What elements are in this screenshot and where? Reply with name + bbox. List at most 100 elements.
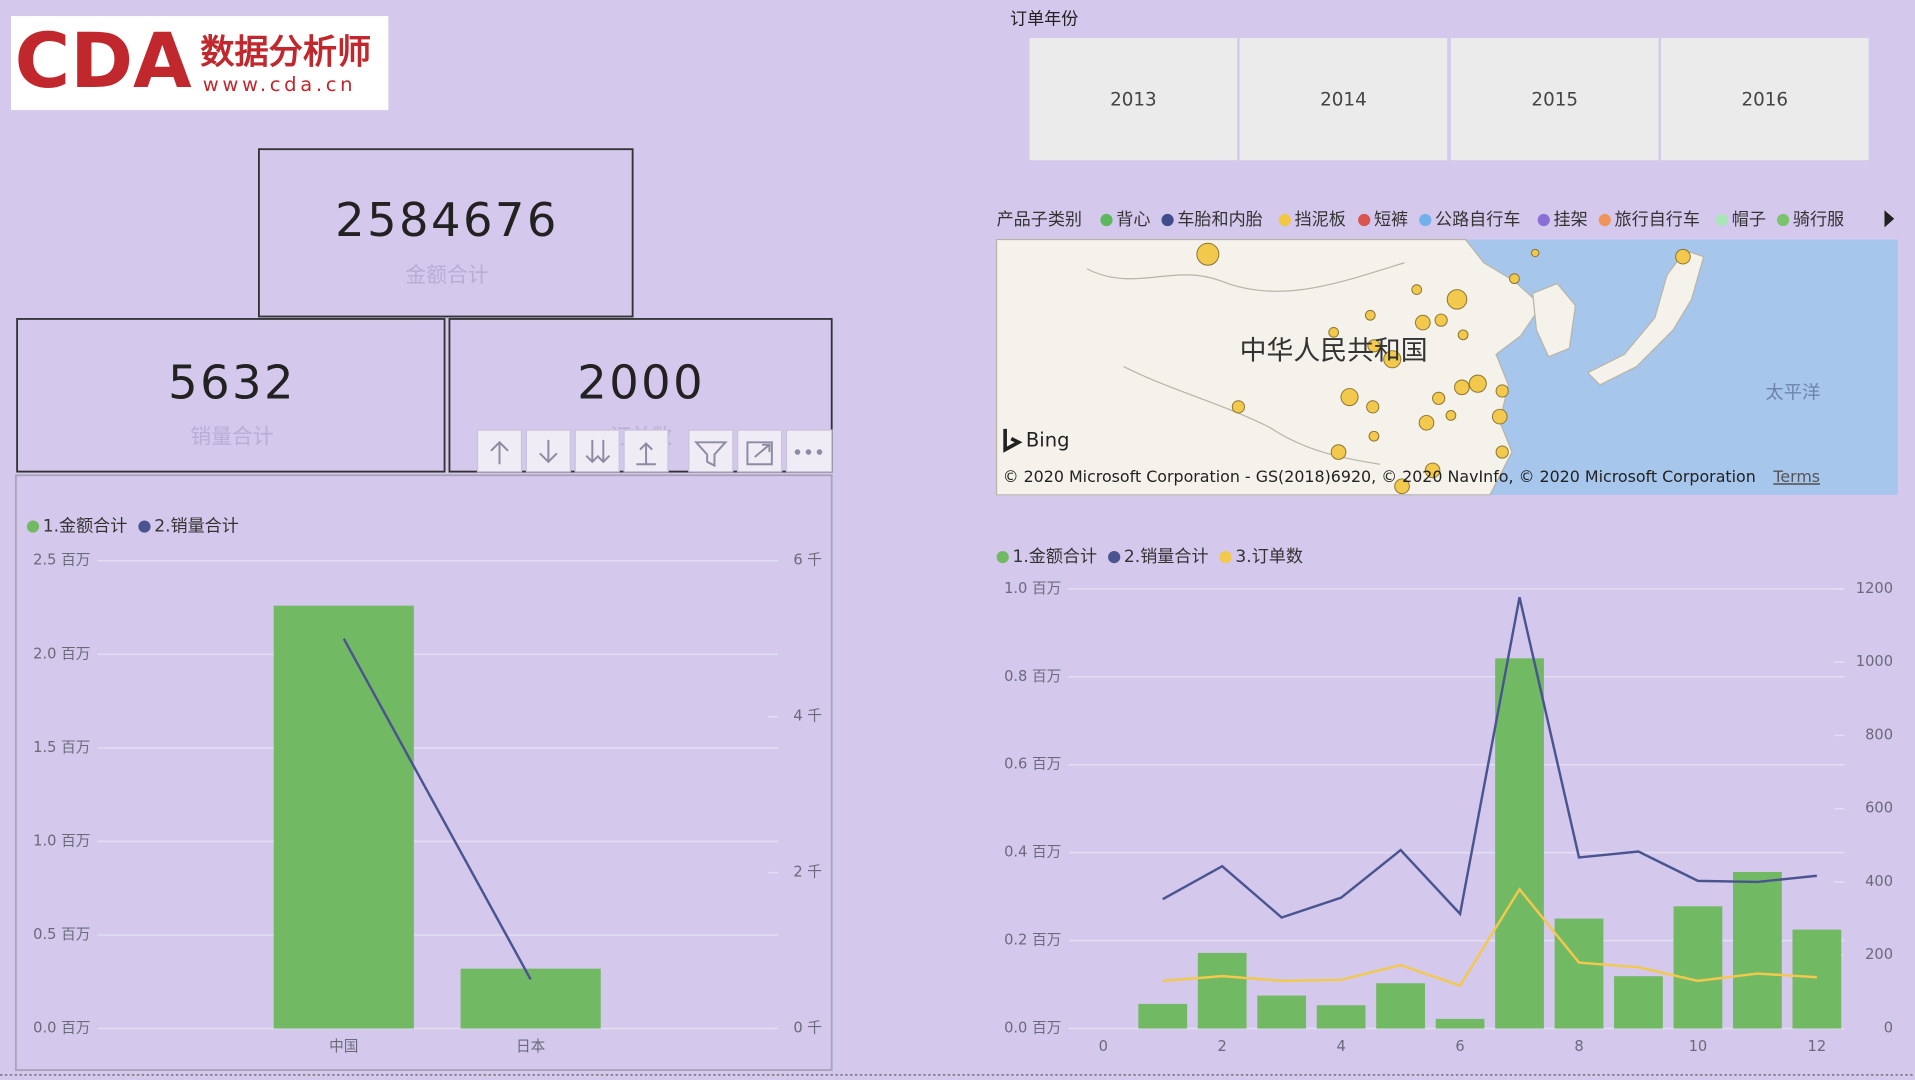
legend-label: 1.金额合计 (1012, 547, 1097, 567)
slicer-title: 订单年份 (1010, 10, 1078, 30)
bar (1673, 906, 1723, 1029)
bar (1138, 1003, 1188, 1029)
legend-marker (1358, 213, 1371, 227)
map-land (995, 238, 1543, 496)
legend-label: 2.销量合计 (154, 517, 239, 537)
y-tick-label: 0.8 百万 (1004, 668, 1061, 685)
slicer-item[interactable] (1450, 38, 1659, 161)
kpi-value: 2000 (577, 356, 705, 410)
y-tick-label: 0.5 百万 (33, 926, 90, 943)
legend-label: 挂架 (1553, 210, 1587, 230)
y2-tick-label: 2 千 (793, 864, 822, 881)
y-tick-label: 1.0 百万 (33, 832, 90, 849)
x-tick-label: 8 (1574, 1038, 1583, 1055)
bar (1376, 983, 1425, 1029)
legend-label: 旅行自行车 (1615, 210, 1700, 230)
y2-tick-label: 600 (1865, 800, 1893, 817)
y2-tick-label: 800 (1865, 726, 1893, 743)
focus-button[interactable] (737, 429, 783, 473)
bar (1435, 1018, 1485, 1029)
legend-marker (1715, 213, 1729, 227)
kpi-card (16, 318, 446, 473)
x-tick-label: 2 (1218, 1038, 1227, 1055)
legend-label: 公路自行车 (1435, 210, 1520, 230)
next-level-button[interactable] (574, 429, 620, 473)
y2-tick-label: 0 千 (793, 1020, 822, 1037)
map-ocean-label: 太平洋 (1765, 382, 1820, 403)
legend-marker (1161, 213, 1174, 227)
x-tick-label: 6 (1455, 1038, 1464, 1055)
y2-tick-label: 200 (1865, 946, 1893, 963)
legend-marker (1278, 213, 1291, 227)
map-terms-link[interactable]: Terms (1772, 467, 1820, 486)
bar (273, 605, 414, 1029)
legend-marker (1219, 550, 1232, 564)
kpi-value: 5632 (168, 356, 296, 410)
legend-marker (1776, 213, 1790, 227)
legend-label: 挡泥板 (1295, 210, 1346, 230)
legend-next-arrow[interactable] (1884, 210, 1895, 228)
toolbar-icons (490, 439, 823, 468)
slicer-item-label: 2016 (1741, 89, 1788, 110)
legend-label: 短裤 (1374, 210, 1408, 230)
x-tick-label: 4 (1336, 1038, 1345, 1055)
y-tick-label: 0.0 百万 (33, 1020, 90, 1037)
x-tick-label: 12 (1808, 1038, 1827, 1055)
y-tick-label: 1.0 百万 (1004, 580, 1061, 597)
filter-button[interactable] (688, 429, 734, 473)
legend-label: 3.订单数 (1235, 547, 1303, 567)
map-markers (1196, 242, 1691, 495)
legend-label: 背心 (1116, 210, 1150, 230)
map-border (1086, 262, 1405, 292)
slicer-item-label: 2013 (1110, 89, 1157, 110)
map-legend: 背心 车胎和内胎 挡泥板 短裤 公路自行车 挂架 旅行自行车 帽子 骑行服 (1100, 210, 1844, 230)
legend-marker (1100, 213, 1113, 227)
x-tick-label: 日本 (516, 1038, 546, 1055)
line (1162, 597, 1817, 919)
map-country-label: 中华人民共和国 (1240, 335, 1428, 366)
legend-marker (1598, 213, 1611, 227)
logo-name: 数据分析师 (200, 32, 371, 72)
y-tick-label: 0.4 百万 (1004, 844, 1061, 861)
legend-marker (996, 550, 1009, 564)
y-tick-label: 0.0 百万 (1004, 1020, 1061, 1037)
logo-brand: CDA (15, 17, 192, 105)
bar (1316, 1005, 1366, 1029)
line (342, 638, 532, 980)
map-provider: Bing (1026, 429, 1070, 452)
y2-tick-label: 0 (1884, 1020, 1893, 1037)
bar (1197, 952, 1247, 1029)
y2-tick-label: 6 千 (793, 552, 822, 569)
map-land (1532, 282, 1577, 358)
bar (1614, 976, 1663, 1029)
slicer-item[interactable] (1239, 38, 1448, 161)
legend-marker (1419, 213, 1432, 227)
kpi-card (257, 148, 634, 318)
x-tick-label: 0 (1099, 1038, 1108, 1055)
y2-tick-label: 4 千 (793, 708, 822, 725)
kpi-label: 销量合计 (191, 424, 274, 448)
y2-tick-label: 1200 (1856, 580, 1893, 597)
y-tick-label: 2.5 百万 (33, 552, 90, 569)
logo-box (10, 16, 389, 111)
y-tick-label: 0.6 百万 (1004, 756, 1061, 773)
map: 中华人民共和国 太平洋 Bing © 2020 Microsoft Corpor… (995, 238, 1898, 496)
y-tick-label: 2.0 百万 (33, 645, 90, 662)
x-tick-label: 中国 (329, 1038, 358, 1055)
bing-icon (1003, 428, 1023, 453)
visual-frame (14, 474, 833, 1071)
line (1162, 887, 1817, 988)
charts: 0.0 百万 0.5 百万 1.0 百万 1.5 百万 2.0 百万 2.5 百万 0 千 2… (26, 517, 1893, 1055)
x-tick-label: 10 (1689, 1038, 1708, 1055)
slicer-item[interactable] (1660, 38, 1869, 161)
slicer-item-label: 2014 (1320, 89, 1367, 110)
y-tick-label: 1.5 百万 (33, 739, 90, 756)
y-tick-label: 0.2 百万 (1004, 932, 1061, 949)
map-copyright: © 2020 Microsoft Corporation - GS(2018)6… (1003, 467, 1756, 486)
legend-label: 帽子 (1732, 210, 1766, 230)
slicer-item[interactable] (1029, 38, 1238, 161)
y2-tick-label: 400 (1865, 873, 1893, 890)
legend-marker (1537, 213, 1550, 227)
